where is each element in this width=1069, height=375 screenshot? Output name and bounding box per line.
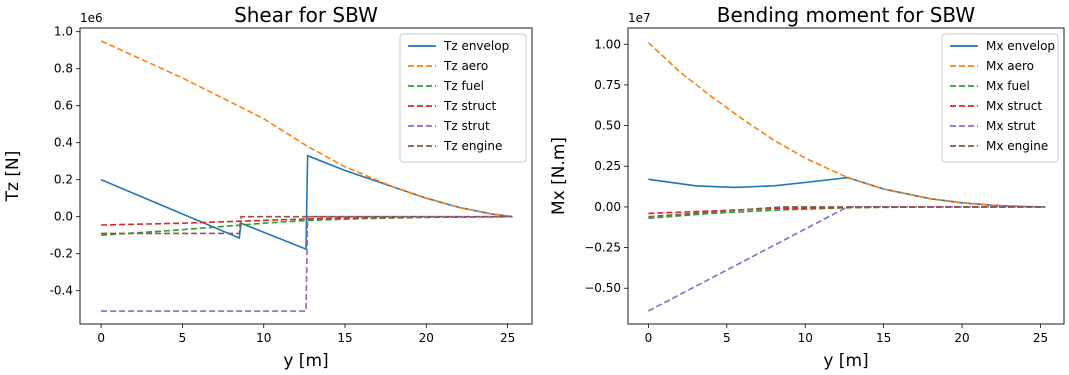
shear-legend: Tz envelop Tz aero Tz fuel Tz struct Tz stru…	[399, 33, 527, 163]
shear-legend-label-tz-envelop: Tz envelop	[443, 39, 509, 53]
shear-y-tick-label: 0.6	[54, 99, 73, 113]
shear-chart-title: Shear for SBW	[234, 3, 378, 27]
shear-plot-frame	[79, 27, 533, 325]
shear-x-tick-label: 15	[337, 331, 352, 345]
shear-legend-label-tz-struct: Tz struct	[443, 99, 497, 113]
bending-moment-chart-title: Bending moment for SBW	[717, 3, 976, 27]
bending-moment-x-tick-label: 20	[954, 331, 969, 345]
shear-y-tick-label: -0.2	[50, 247, 73, 261]
shear-series-tz-engine	[101, 215, 513, 235]
shear-x-axis-label: y [m]	[283, 351, 328, 371]
bending-moment-legend-label-mx-strut: Mx strut	[986, 119, 1036, 133]
bending-moment-x-tick-label: 0	[645, 331, 653, 345]
bending-moment-legend: Mx envelop Mx aero Mx fuel Mx struct Mx stru…	[941, 33, 1059, 163]
bending-moment-y-tick-label: 0.25	[594, 159, 621, 173]
shear-x-tick-label: 20	[419, 331, 434, 345]
bending-moment-plot-frame	[627, 27, 1065, 325]
shear-y-offset-label: 1e6	[80, 11, 103, 25]
bending-moment-series-mx-aero	[647, 42, 1046, 208]
bending-moment-legend-label-mx-engine: Mx engine	[986, 139, 1048, 153]
bending-moment-chart-panel: Bending moment for SBW 1e7 0 5 10 15 20 25 −0.50…	[549, 3, 1065, 371]
bending-moment-y-offset-label: 1e7	[628, 11, 651, 25]
bending-moment-legend-label-mx-struct: Mx struct	[986, 99, 1042, 113]
bending-moment-y-tick-label: −0.50	[584, 281, 621, 295]
shear-y-tick-label: 0.4	[54, 136, 73, 150]
shear-x-tick-label: 10	[256, 331, 271, 345]
bending-moment-y-tick-label: −0.25	[584, 241, 621, 255]
bending-moment-series-mx-strut	[648, 206, 1046, 312]
shear-legend-label-tz-engine: Tz engine	[443, 139, 502, 153]
bending-moment-legend-label-mx-envelop: Mx envelop	[986, 39, 1055, 53]
bending-moment-x-axis-label: y [m]	[823, 351, 868, 371]
shear-x-tick-label: 5	[179, 331, 187, 345]
shear-x-tick-label: 25	[500, 331, 515, 345]
bending-moment-legend-label-mx-fuel: Mx fuel	[986, 79, 1030, 93]
bending-moment-x-tick-label: 25	[1033, 331, 1048, 345]
shear-legend-label-tz-fuel: Tz fuel	[443, 79, 484, 93]
bending-moment-y-tick-label: 0.50	[594, 119, 621, 133]
shear-legend-label-tz-aero: Tz aero	[443, 59, 488, 73]
bending-moment-y-axis-label: Mx [N.m]	[549, 137, 569, 215]
shear-y-axis-label: Tz [N]	[3, 151, 23, 203]
bending-moment-y-tick-label: 0.75	[594, 78, 621, 92]
bending-moment-y-tick-label: 1.00	[594, 37, 621, 51]
bending-moment-legend-label-mx-aero: Mx aero	[986, 59, 1034, 73]
bending-moment-y-tick-label: 0.00	[594, 200, 621, 214]
shear-series-tz-aero	[100, 40, 513, 218]
shear-y-tick-label: 0.8	[54, 62, 73, 76]
shear-y-tick-label: 0.2	[54, 173, 73, 187]
shear-y-tick-label: 1.0	[54, 25, 73, 39]
bending-moment-x-tick-label: 5	[723, 331, 731, 345]
shear-chart-panel: Shear for SBW 1e6 0 5 10 15 20 25 -0.4 -0.2 0.0 0.2…	[3, 3, 533, 371]
shear-x-tick-label: 0	[97, 331, 105, 345]
shear-y-tick-label: 0.0	[54, 210, 73, 224]
bending-moment-x-tick-label: 10	[798, 331, 813, 345]
bending-moment-x-tick-label: 15	[876, 331, 891, 345]
bending-moment-series-mx-envelop	[648, 176, 1046, 208]
bending-moment-series-mx-engine	[648, 206, 1046, 218]
shear-legend-label-tz-strut: Tz strut	[443, 119, 490, 133]
shear-y-tick-label: -0.4	[50, 284, 73, 298]
